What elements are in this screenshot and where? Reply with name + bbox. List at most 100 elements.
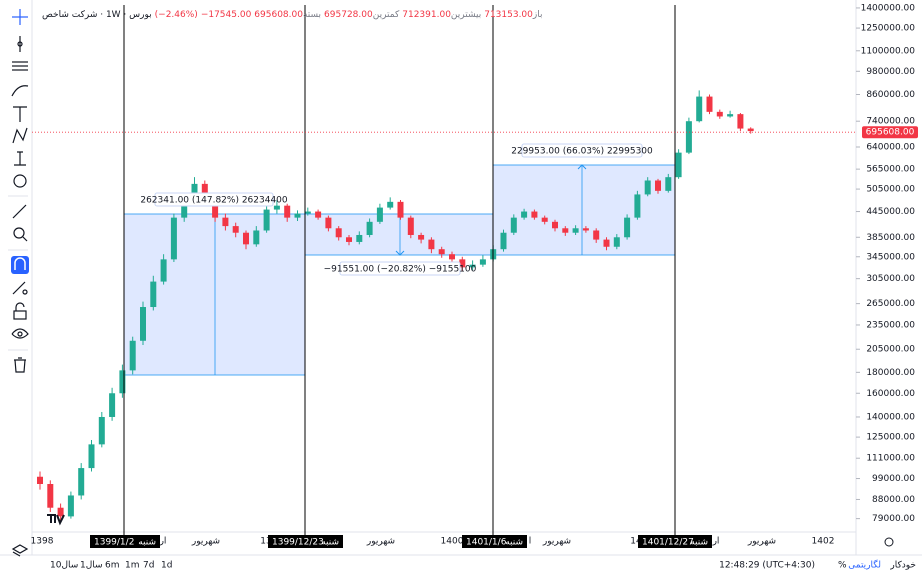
log-toggle[interactable]: لگاریتمی <box>848 559 881 571</box>
candle-body <box>747 128 754 132</box>
candle-body <box>47 484 54 508</box>
candle-body <box>510 217 517 233</box>
y-tick-label: 640000.00 <box>866 142 915 152</box>
ohlc-low: کمترین695728.00 <box>324 10 399 20</box>
symbol: بورس · 1W · شرکت شاخص <box>42 10 152 20</box>
time-label: 14 <box>630 537 642 547</box>
candle-body <box>243 232 249 245</box>
candle-body <box>387 201 394 208</box>
candle-body <box>716 111 723 117</box>
auto-toggle[interactable]: خودکار <box>889 561 916 571</box>
candle-body <box>284 205 291 218</box>
range-button[interactable]: 7d <box>143 561 154 571</box>
candle-body <box>531 211 538 218</box>
y-tick-label: 180000.00 <box>866 368 915 378</box>
candle-body <box>685 121 692 153</box>
label: بسته <box>302 10 322 20</box>
y-tick-label: 99000.00 <box>872 474 915 484</box>
line-tool[interactable] <box>17 36 23 52</box>
candle-body <box>253 230 260 245</box>
draw-mode-tool[interactable] <box>12 281 28 295</box>
time-label: 1402 <box>812 537 835 547</box>
y-tick-label: 235000.00 <box>866 320 915 330</box>
candle-body <box>428 239 435 250</box>
candle-body <box>356 234 363 242</box>
lock-tool[interactable] <box>13 302 27 320</box>
time-label: ا <box>529 537 532 547</box>
clock: 12:48:29 (UTC+4:30) <box>719 561 815 571</box>
pattern-tool[interactable] <box>12 127 28 144</box>
time-label: 13 <box>260 537 271 547</box>
forecast-tool[interactable] <box>14 151 26 166</box>
candle-body <box>222 217 229 227</box>
time-label: ار <box>712 537 720 547</box>
measure-label: 229953.00 (66.03%) 22995300 <box>511 147 653 157</box>
date-marker-day: شنبه <box>138 538 156 548</box>
label: بیشترین <box>450 10 482 20</box>
candle-body <box>294 213 301 218</box>
settings-icon[interactable] <box>884 537 894 547</box>
last-price-bg <box>862 126 918 139</box>
candle-body <box>201 183 208 199</box>
text-tool[interactable] <box>13 106 27 122</box>
fib-tool[interactable] <box>12 61 28 71</box>
candle-body <box>737 114 744 129</box>
time-label: شهریور <box>542 537 571 547</box>
candle-body <box>418 234 425 240</box>
date-marker-day: شنبه <box>321 538 339 548</box>
date-marker-bg <box>268 535 343 548</box>
candle-body <box>150 281 157 308</box>
bottom-bar: 10سال 1سال 6m 1m 7d 1d 12:48:29 (UTC+4:3… <box>50 559 916 571</box>
candle-body <box>644 180 651 195</box>
candle-body <box>500 232 507 250</box>
ruler-tool[interactable] <box>12 204 27 219</box>
y-tick-label: 205000.00 <box>866 345 915 355</box>
object-tree[interactable] <box>11 544 29 557</box>
candle-body <box>181 198 188 218</box>
vertical-lines <box>123 5 676 540</box>
date-marker-bg <box>462 535 527 548</box>
delete-tool[interactable] <box>14 357 26 373</box>
header: باز713153.00 بیشترین712391.00 کمترین6957… <box>42 10 542 20</box>
magnet-icon <box>14 257 26 270</box>
measure-label-bg <box>154 192 274 207</box>
range-button[interactable]: 1سال <box>80 561 103 571</box>
candle-body <box>665 177 672 191</box>
brush-tool[interactable] <box>11 85 29 97</box>
candle-body <box>98 416 105 445</box>
candle-body <box>552 221 558 229</box>
hide-tool[interactable] <box>11 328 29 339</box>
zoom-tool[interactable] <box>13 227 28 242</box>
y-tick-label: 125000.00 <box>866 433 915 443</box>
crosshair-tool[interactable] <box>12 9 28 25</box>
candle-body <box>521 211 528 218</box>
toolbar <box>8 9 29 557</box>
candle-body <box>366 221 373 235</box>
last-price-label: 695608.00 <box>866 128 915 138</box>
range-button[interactable]: 1d <box>161 561 172 571</box>
candle-body <box>459 259 466 268</box>
label: کمترین <box>372 10 400 20</box>
y-tick-label: 445000.00 <box>866 207 915 217</box>
range-button[interactable]: 6m <box>105 561 120 571</box>
percent-toggle[interactable]: % <box>838 561 847 571</box>
candle-body <box>160 259 167 282</box>
candle-body <box>655 180 661 191</box>
date-marker-date: 1399/1/2 <box>94 538 134 548</box>
y-tick-label: 79000.00 <box>872 514 915 524</box>
value: 695728.00 <box>324 10 373 20</box>
candle-body <box>67 495 74 517</box>
y-tick-label: 740000.00 <box>866 117 915 127</box>
y-tick-label: 265000.00 <box>866 299 915 309</box>
range-button[interactable]: 10سال <box>50 561 78 571</box>
range-button[interactable]: 1m <box>125 561 140 571</box>
candle-body <box>624 217 631 238</box>
date-marker-bg <box>90 535 160 548</box>
ohlc-close: بسته695608.00 <box>254 10 321 20</box>
icon-tool[interactable] <box>13 174 27 188</box>
y-tick-label: 111000.00 <box>866 454 915 464</box>
candle-body <box>346 237 352 242</box>
candle-body <box>78 468 85 496</box>
candle-body <box>438 249 445 255</box>
